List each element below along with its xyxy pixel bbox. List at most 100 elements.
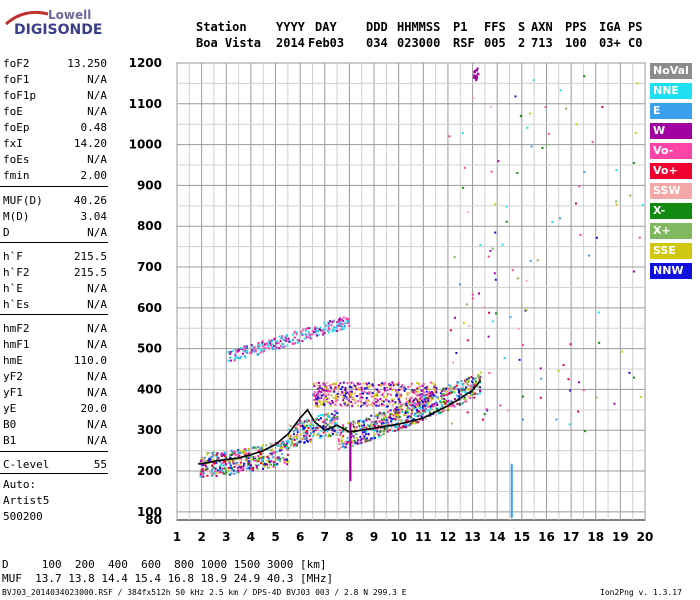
echo-point (387, 400, 390, 403)
echo-point (371, 401, 374, 404)
echo-point (246, 349, 249, 352)
echo-point (382, 383, 385, 386)
echo-point (349, 468, 352, 471)
echo-point (375, 392, 378, 395)
echo-point (349, 469, 352, 472)
echo-point (435, 413, 438, 416)
echo-point (439, 401, 442, 404)
echo-point (363, 430, 366, 433)
echo-point (393, 402, 396, 405)
echo-point (297, 440, 300, 443)
echo-point (366, 424, 369, 427)
echo-point (462, 186, 465, 189)
echo-point (236, 463, 239, 466)
echo-point (283, 461, 286, 464)
echo-point (441, 401, 444, 404)
echo-point (234, 357, 237, 360)
header-label: PPS (565, 20, 587, 34)
echo-point (449, 385, 452, 388)
echo-point (366, 437, 369, 440)
echo-point (325, 430, 328, 433)
echo-point (408, 407, 411, 410)
echo-point (319, 436, 322, 439)
echo-point (407, 385, 410, 388)
echo-point (245, 456, 248, 459)
echo-point (293, 330, 296, 333)
echo-point (382, 396, 385, 399)
echo-point (423, 398, 426, 401)
echo-point (510, 507, 513, 510)
echo-point (385, 405, 388, 408)
echo-point (373, 393, 376, 396)
echo-point (433, 394, 436, 397)
echo-point (399, 401, 402, 404)
echo-point (382, 429, 385, 432)
echo-point (304, 432, 307, 435)
y-tick-label: 80 (145, 513, 162, 527)
echo-point (281, 335, 284, 338)
echo-point (352, 440, 355, 443)
echo-point (456, 402, 459, 405)
echo-point (426, 402, 429, 405)
header-value: 100 (565, 36, 587, 50)
param-separator (0, 451, 108, 452)
echo-point (282, 456, 285, 459)
echo-point (299, 422, 302, 425)
echo-point (324, 420, 327, 423)
echo-point (305, 439, 308, 442)
echo-point (360, 396, 363, 399)
echo-point (479, 244, 482, 247)
echo-point (584, 430, 587, 433)
echo-point (393, 414, 396, 417)
traced-virtual-height-curve (199, 380, 481, 465)
legend-item: SSW (650, 183, 692, 199)
echo-point (345, 392, 348, 395)
echo-point (242, 347, 245, 350)
echo-point (315, 396, 318, 399)
echo-point (349, 441, 352, 444)
echo-point (254, 350, 257, 353)
echo-point (389, 417, 392, 420)
header-label: YYYY (276, 20, 305, 34)
echo-point (339, 382, 342, 385)
echo-point (427, 393, 430, 396)
echo-point (272, 466, 275, 469)
echo-point (350, 424, 353, 427)
echo-point (361, 432, 364, 435)
echo-point (291, 342, 294, 345)
param-name: B1 (3, 434, 17, 447)
echo-point (406, 418, 409, 421)
echo-point (378, 391, 381, 394)
echo-point (344, 401, 347, 404)
echo-point (334, 394, 337, 397)
echo-point (423, 410, 426, 413)
echo-point (329, 434, 332, 437)
echo-point (448, 392, 451, 395)
echo-point (253, 346, 256, 349)
echo-point (613, 402, 616, 405)
echo-point (260, 459, 263, 462)
echo-point (384, 427, 387, 430)
echo-point (416, 405, 419, 408)
echo-point (511, 269, 514, 272)
echo-point (562, 364, 565, 367)
echo-point (293, 342, 296, 345)
echo-point (374, 415, 377, 418)
echo-point (257, 455, 260, 458)
echo-point (408, 398, 411, 401)
echo-point (256, 347, 259, 350)
echo-point (349, 453, 352, 456)
param-value: N/A (87, 153, 107, 166)
x-tick-label: 1 (173, 530, 181, 544)
echo-point (266, 342, 269, 345)
echo-point (349, 438, 352, 441)
echo-point (420, 389, 423, 392)
echo-point (231, 453, 234, 456)
echo-point (286, 453, 289, 456)
echo-point (230, 466, 233, 469)
echo-point (326, 428, 329, 431)
echo-point (316, 434, 319, 437)
echo-point (248, 463, 251, 466)
echo-point (396, 414, 399, 417)
echo-point (437, 397, 440, 400)
